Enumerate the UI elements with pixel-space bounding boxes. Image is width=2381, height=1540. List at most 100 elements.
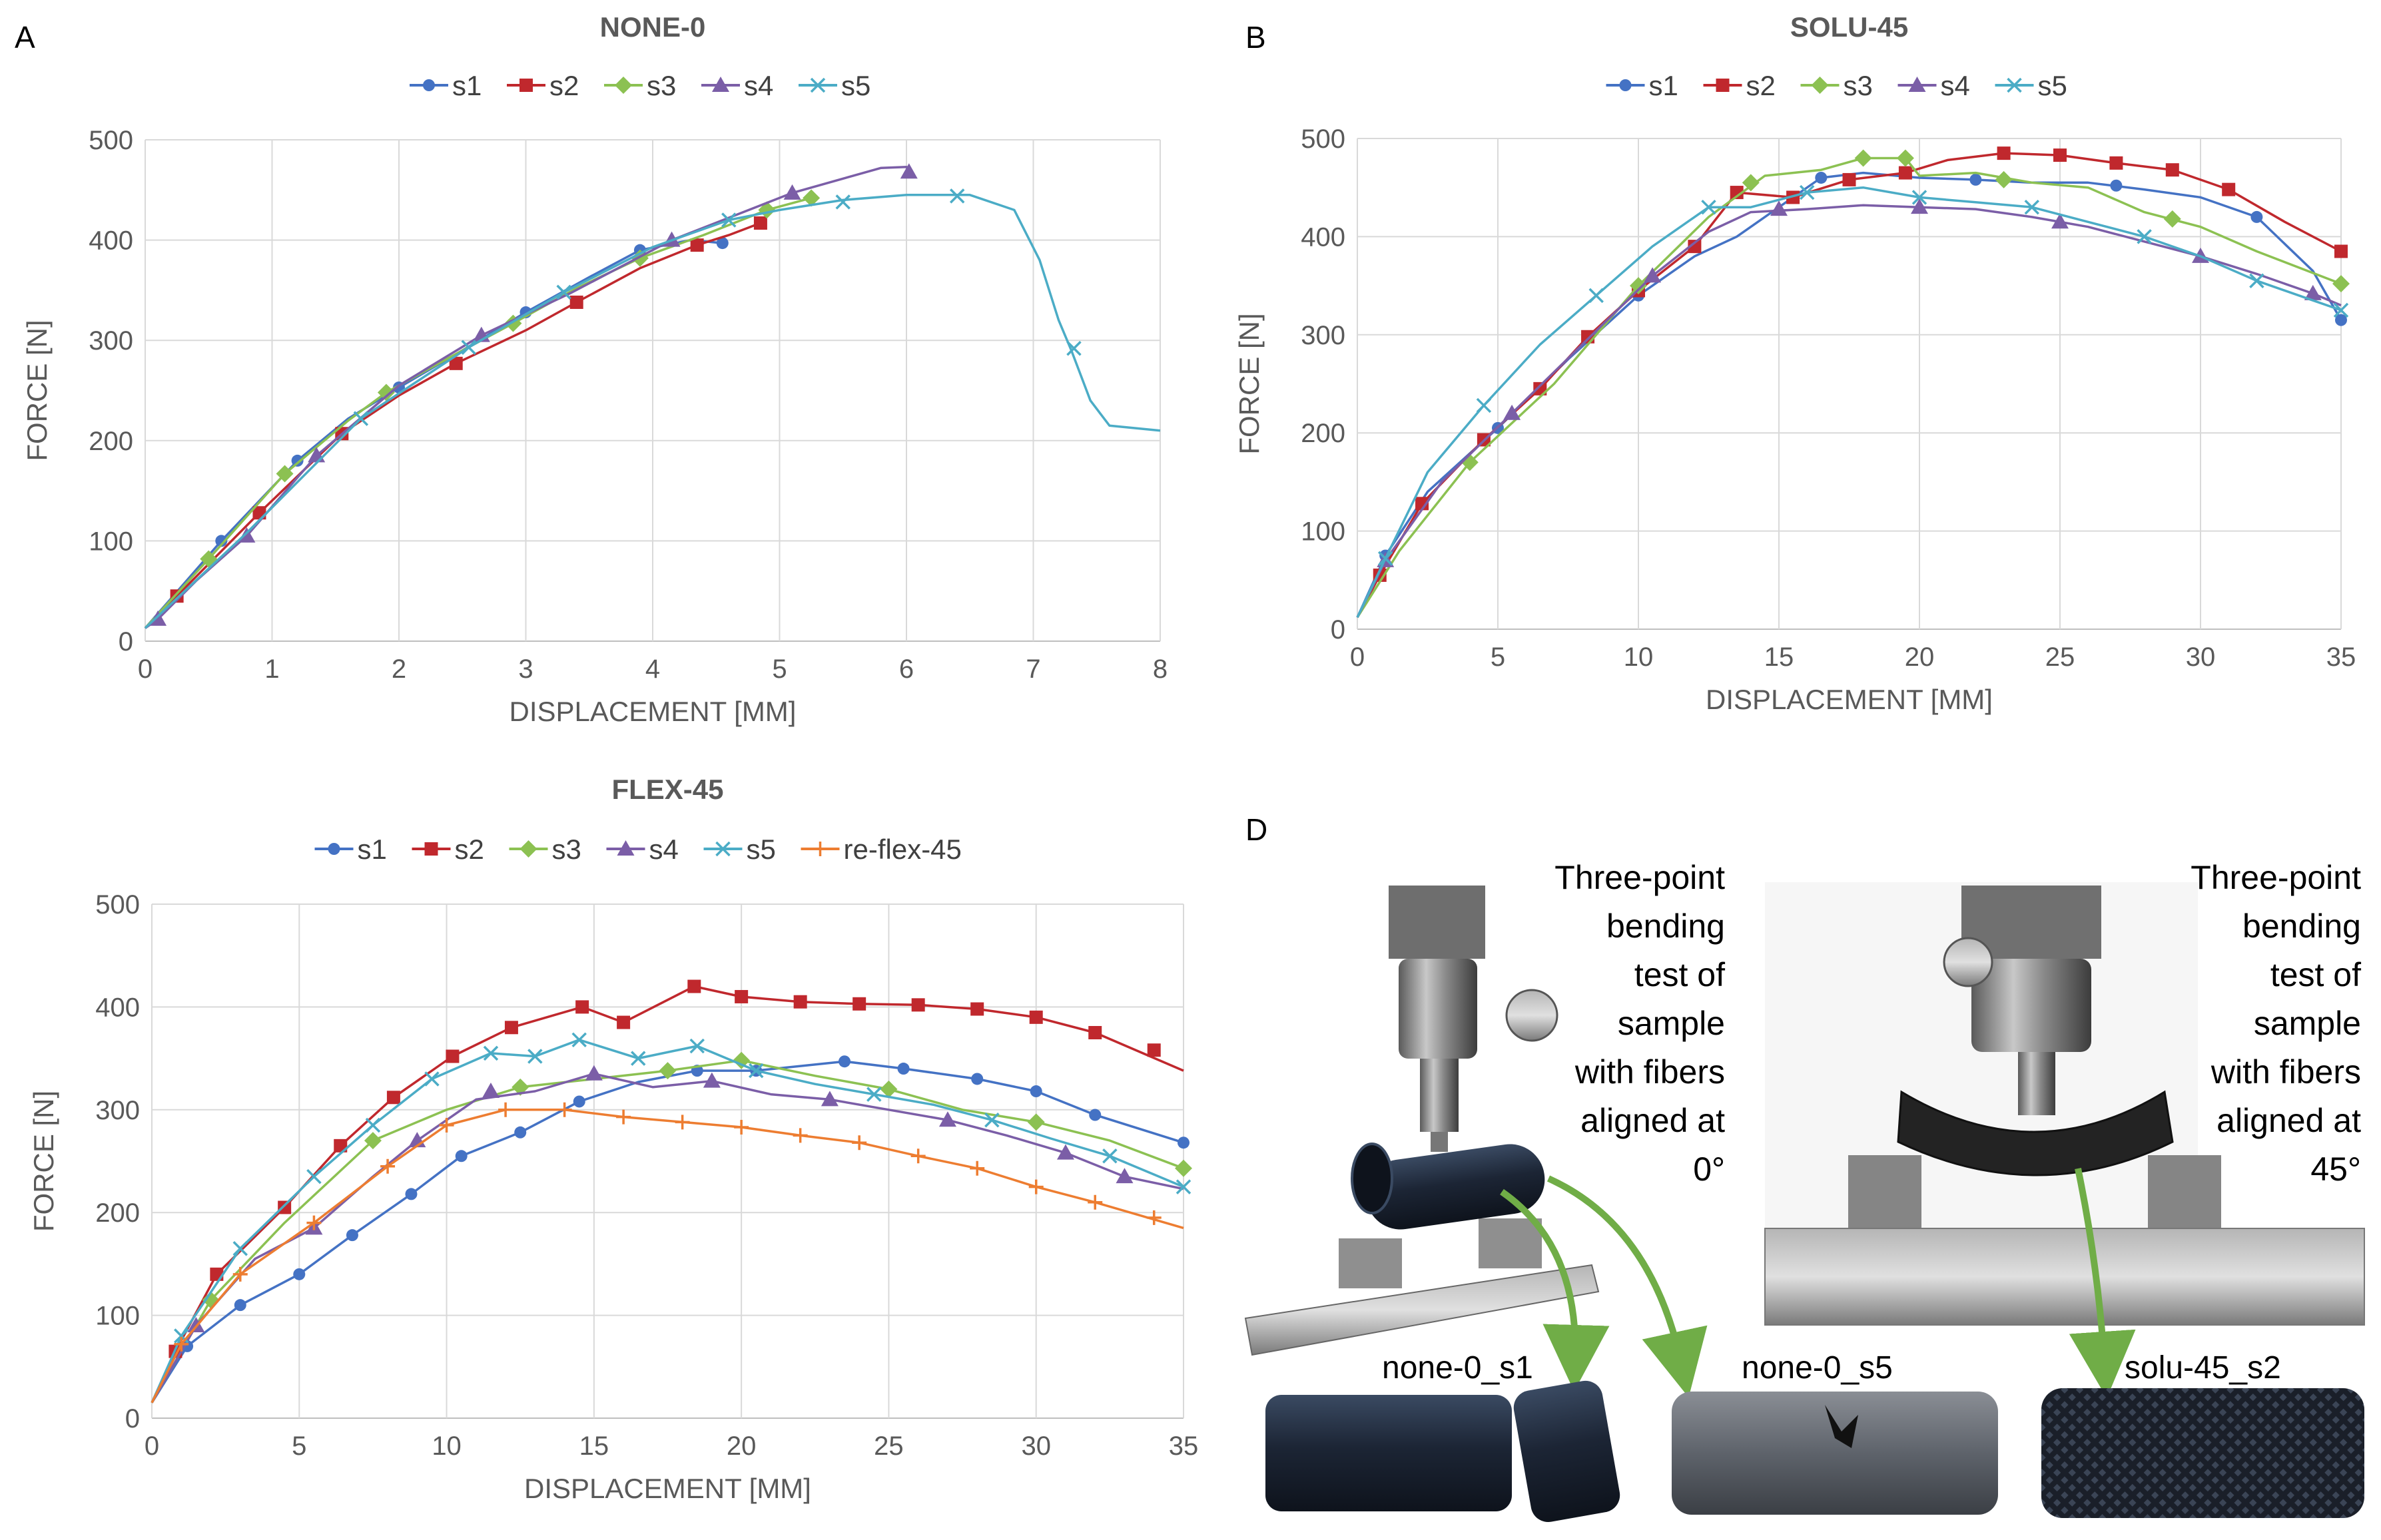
- data-point-s1: [215, 535, 228, 547]
- x-tick-label: 6: [899, 654, 914, 684]
- data-point-s3: [511, 1078, 529, 1096]
- caption-line: with fibers: [1574, 1053, 1725, 1091]
- x-tick-label: 7: [1026, 654, 1040, 684]
- data-point-s5: [749, 1063, 764, 1079]
- legend-marker-s5: [715, 841, 731, 857]
- data-point-s4: [585, 1065, 603, 1081]
- data-point-s4: [1770, 200, 1788, 216]
- data-point-s5: [1476, 397, 1492, 413]
- legend-label: s5: [841, 70, 870, 101]
- data-point-s1: [514, 1126, 527, 1139]
- data-point-s4: [783, 184, 801, 200]
- chart-none-0: NONE-0 0 100 200 300 400 500 0 1 2 3 4 5 6 7 8 DISPLACEM…: [21, 11, 1168, 727]
- x-tick-label: 0: [145, 1431, 159, 1461]
- x-tick-label: 15: [579, 1431, 609, 1461]
- data-point-s4: [2051, 213, 2069, 229]
- series-line-s5: [151, 1039, 1184, 1404]
- sample-none-0-s5-crack: [1825, 1405, 1858, 1448]
- data-point-re-flex-45: [910, 1149, 926, 1164]
- data-point-s5: [835, 194, 850, 210]
- legend-item-s1: s1: [410, 70, 482, 101]
- data-point-s4: [187, 1317, 205, 1333]
- x-tick-label: 25: [874, 1431, 904, 1461]
- caption-line: bending: [1606, 907, 1725, 945]
- data-point-s4: [1911, 198, 1928, 214]
- series-s3: [144, 189, 821, 629]
- caption-line: test of: [1634, 956, 1725, 993]
- data-point-s5: [984, 1113, 1000, 1128]
- left-rig-knob: [1505, 989, 1558, 1042]
- y-axis-title: FORCE [N]: [1233, 313, 1265, 454]
- sample-solu-45-s2-photo: [2041, 1388, 2364, 1518]
- legend-label: s5: [747, 834, 776, 865]
- legend-item-s2: s2: [1703, 70, 1776, 101]
- y-tick-label: 200: [89, 427, 133, 456]
- data-point-s4: [482, 1083, 500, 1099]
- panel-letter-a: A: [15, 20, 35, 55]
- panel-d-photos: Three-point bending test of sample with fibe…: [1244, 859, 2365, 1522]
- x-tick-label: 10: [1624, 642, 1654, 672]
- legend: s1 s2 s3 s4 s5: [410, 70, 870, 101]
- legend-marker-s3: [1811, 77, 1829, 94]
- x-axis-title: DISPLACEMENT [MM]: [524, 1473, 811, 1504]
- series-s4: [1356, 198, 2342, 619]
- y-axis-title: FORCE [N]: [28, 1091, 59, 1232]
- data-point-s1: [2110, 179, 2123, 192]
- data-point-s1: [1815, 171, 1828, 184]
- series-line-s1: [151, 1060, 1184, 1404]
- series-re-flex-45: [151, 1102, 1184, 1404]
- chart-title: NONE-0: [600, 11, 706, 43]
- data-point-s2: [1029, 1010, 1043, 1024]
- data-point-s5: [2333, 302, 2349, 318]
- x-tick-label: 10: [432, 1431, 462, 1461]
- data-point-s5: [306, 1168, 322, 1184]
- legend-label: s2: [549, 70, 579, 101]
- left-rig-support-right: [1479, 1218, 1542, 1268]
- data-point-s1: [2335, 314, 2347, 326]
- arrow-to-solu-45-s2: [2069, 1167, 2136, 1398]
- legend-item-s1: s1: [1606, 70, 1678, 101]
- data-point-s1: [291, 454, 304, 467]
- legend-item-s4: s4: [701, 70, 773, 101]
- right-rig-ruler: [1764, 1228, 2365, 1326]
- data-point-s3: [1995, 170, 2013, 188]
- data-point-s3: [1854, 149, 1872, 167]
- y-tick-label: 300: [95, 1096, 140, 1125]
- data-point-s3: [1175, 1159, 1192, 1177]
- data-point-s1: [1969, 173, 1982, 186]
- data-point-s2: [852, 997, 866, 1011]
- left-rig-sample-tube: [1365, 1144, 1545, 1230]
- caption-line: sample: [1618, 1005, 1725, 1042]
- legend-marker-s3: [519, 840, 537, 858]
- legend-marker-s1: [328, 843, 340, 855]
- legend-item-s1: s1: [314, 834, 387, 865]
- data-point-re-flex-45: [1088, 1194, 1103, 1210]
- arrow-to-none-0-s5: [1546, 1175, 1708, 1398]
- legend-item-s3: s3: [1800, 70, 1873, 101]
- legend-item-s2: s2: [507, 70, 579, 101]
- data-point-s3: [659, 1062, 677, 1080]
- legend-label: s3: [552, 834, 581, 865]
- data-point-re-flex-45: [616, 1109, 631, 1125]
- data-point-s2: [911, 998, 925, 1012]
- chart-solu-45: SOLU-45 0 100 200 300 400 500 0 5 10 15 20 25 30 35 DIS…: [1233, 11, 2356, 715]
- data-point-s2: [1581, 330, 1595, 344]
- data-point-re-flex-45: [1028, 1179, 1044, 1194]
- y-tick-label: 200: [1301, 419, 1345, 448]
- legend-item-s2: s2: [412, 834, 484, 865]
- legend-marker-s2: [519, 79, 533, 92]
- right-rig-bent-sample: [1897, 1090, 2174, 1176]
- x-tick-label: 5: [772, 654, 787, 684]
- data-point-re-flex-45: [675, 1115, 690, 1130]
- series-s4: [144, 163, 918, 629]
- data-point-s4: [2304, 284, 2322, 300]
- y-axis-title: FORCE [N]: [21, 320, 53, 461]
- y-tick-label: 200: [95, 1198, 140, 1228]
- data-point-s4: [1116, 1168, 1134, 1184]
- series-s1: [151, 1055, 1190, 1404]
- panel-letter-b: B: [1245, 20, 1266, 55]
- caption-line: 45°: [2310, 1151, 2361, 1188]
- data-point-s2: [2109, 156, 2123, 170]
- caption-line: sample: [2254, 1005, 2361, 1042]
- sample-none-0-s5-photo: [1672, 1392, 1998, 1515]
